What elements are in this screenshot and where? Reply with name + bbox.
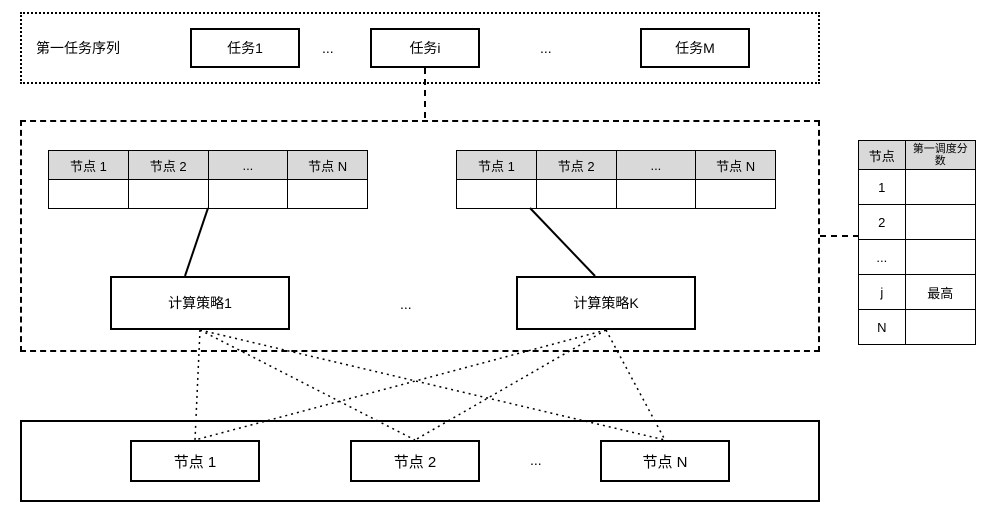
table-header-cell: 节点 2 (536, 151, 616, 180)
result-cell (905, 240, 975, 275)
node-box-n: 节点 N (600, 440, 730, 482)
ellipsis-icon: ... (322, 40, 334, 56)
ellipsis-icon: ... (400, 296, 412, 312)
result-header-node: 节点 (859, 141, 906, 170)
result-cell (905, 205, 975, 240)
result-cell: 2 (859, 205, 906, 240)
table-cell (208, 180, 288, 209)
result-cell: j (859, 275, 906, 310)
table-header-cell: ... (208, 151, 288, 180)
table-cell (457, 180, 537, 209)
ellipsis-icon: ... (540, 40, 552, 56)
node-score-table-right: 节点 1 节点 2 ... 节点 N (456, 150, 776, 209)
ellipsis-icon: ... (530, 452, 542, 468)
table-header-cell: ... (616, 151, 696, 180)
result-cell (905, 310, 975, 345)
node-score-table-left: 节点 1 节点 2 ... 节点 N (48, 150, 368, 209)
table-header-cell: 节点 2 (128, 151, 208, 180)
table-cell (616, 180, 696, 209)
result-cell: 最高 (905, 275, 975, 310)
strategy-box-k: 计算策略K (516, 276, 696, 330)
task-sequence-label: 第一任务序列 (30, 12, 180, 84)
table-cell (696, 180, 776, 209)
result-score-table: 节点 第一调度分数 1 2 ... j最高 N (858, 140, 976, 345)
strategy-box-1: 计算策略1 (110, 276, 290, 330)
node-box-1: 节点 1 (130, 440, 260, 482)
result-cell (905, 170, 975, 205)
table-header-cell: 节点 1 (457, 151, 537, 180)
node-box-2: 节点 2 (350, 440, 480, 482)
result-cell: N (859, 310, 906, 345)
table-header-cell: 节点 N (696, 151, 776, 180)
table-cell (288, 180, 368, 209)
table-header-cell: 节点 N (288, 151, 368, 180)
task-box-m: 任务M (640, 28, 750, 68)
table-header-cell: 节点 1 (49, 151, 129, 180)
result-cell: ... (859, 240, 906, 275)
table-cell (536, 180, 616, 209)
task-box-i: 任务i (370, 28, 480, 68)
table-cell (128, 180, 208, 209)
result-cell: 1 (859, 170, 906, 205)
table-cell (49, 180, 129, 209)
result-header-score: 第一调度分数 (905, 141, 975, 170)
task-box-1: 任务1 (190, 28, 300, 68)
